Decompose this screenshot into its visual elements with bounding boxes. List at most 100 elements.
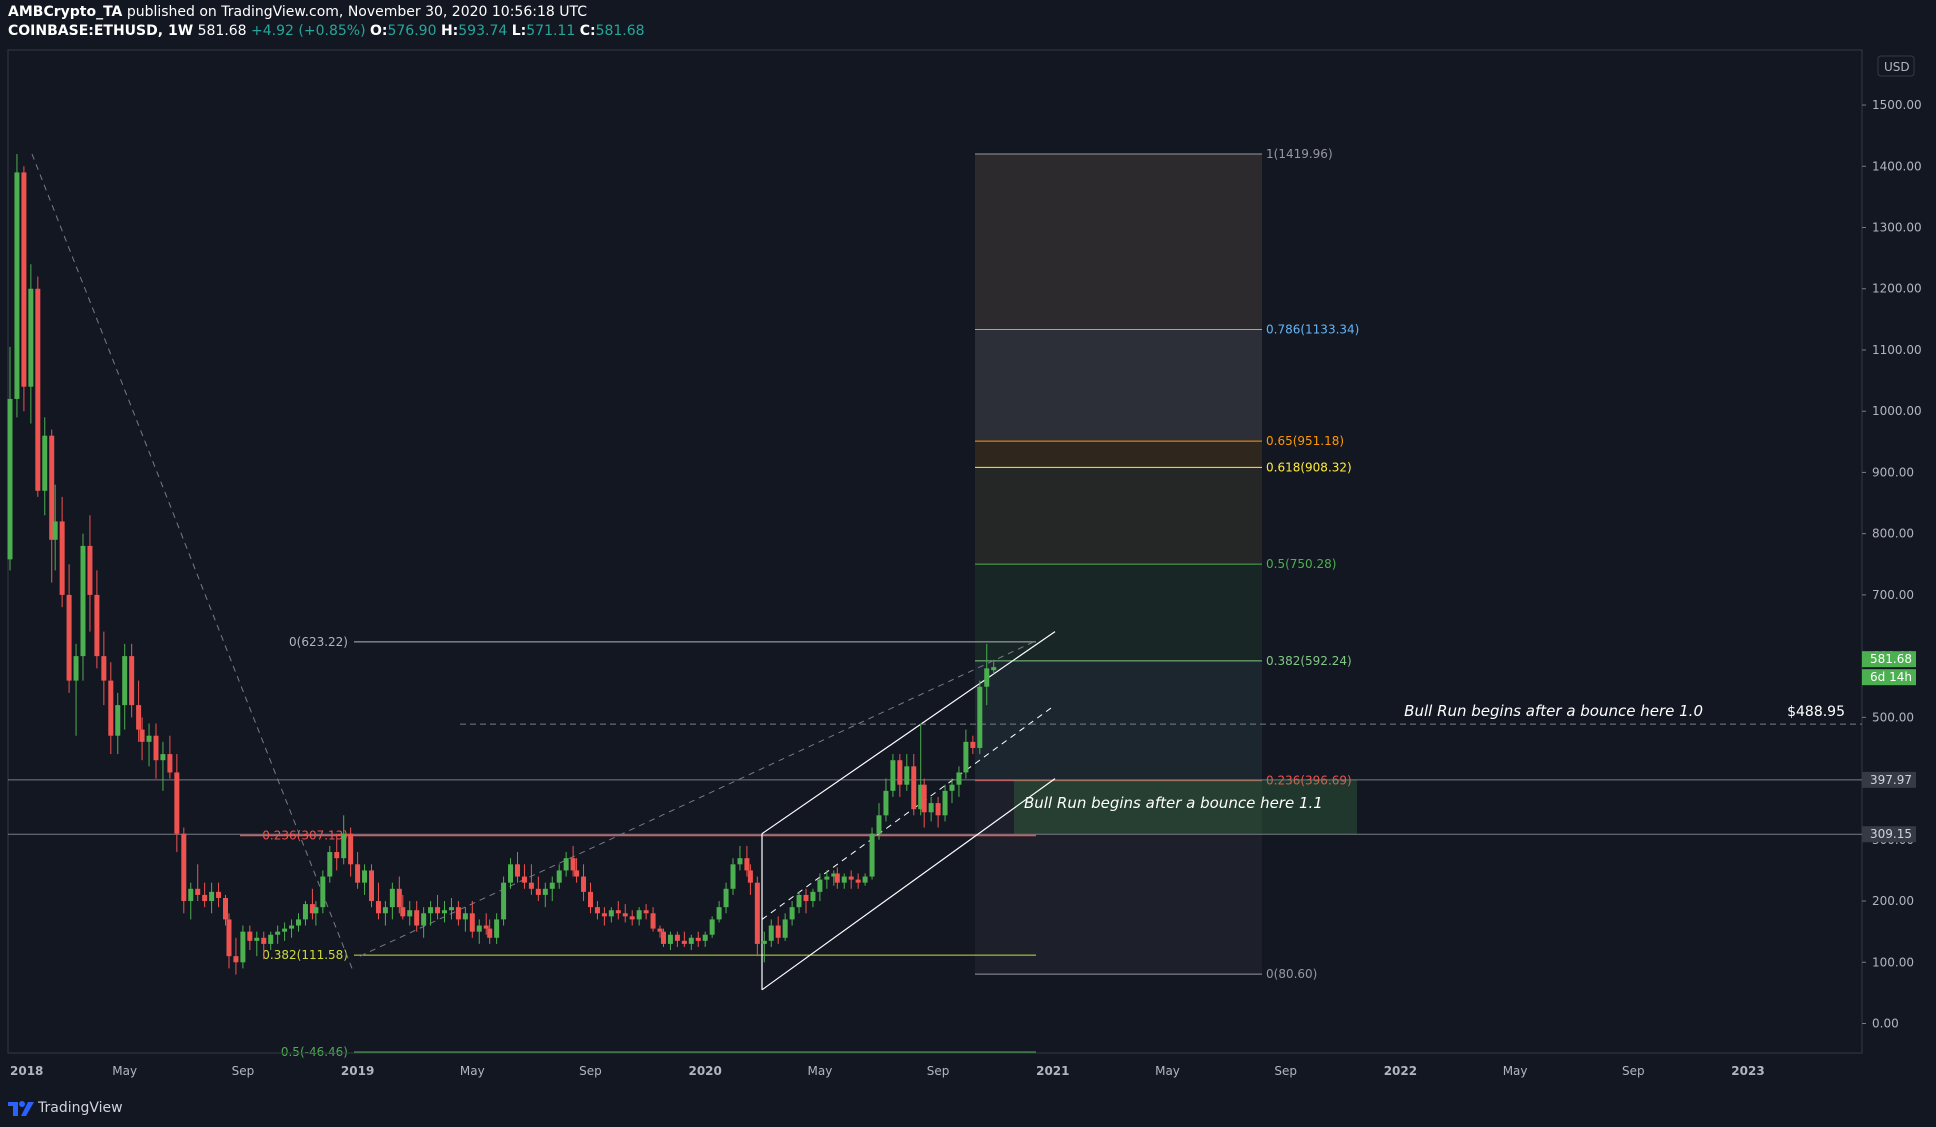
- x-tick-label: May: [808, 1064, 833, 1078]
- candle-body: [428, 907, 434, 914]
- candle-body: [970, 741, 976, 748]
- candle-body: [709, 919, 715, 935]
- bull-run-zone: [1014, 779, 1357, 835]
- x-tick-label: 2022: [1384, 1064, 1417, 1078]
- candle-body: [949, 784, 955, 791]
- last-price: 581.68: [197, 23, 247, 39]
- candle-body: [421, 913, 427, 926]
- candle-body: [167, 754, 173, 773]
- candle-body: [570, 858, 576, 871]
- candle-body: [146, 735, 152, 742]
- candle-body: [355, 864, 361, 883]
- low-value: 571.11: [526, 23, 576, 39]
- candle-body: [122, 656, 128, 706]
- y-tick-label: 1300.00: [1872, 221, 1922, 235]
- candle-body: [87, 545, 93, 595]
- candle-body: [59, 521, 65, 595]
- candle-body: [396, 888, 402, 908]
- candle-body: [601, 913, 607, 917]
- tradingview-brand[interactable]: TradingView: [38, 1100, 123, 1116]
- x-tick-label: 2018: [10, 1064, 43, 1078]
- open-label: O:: [369, 23, 388, 39]
- candle-body: [282, 928, 288, 932]
- x-tick-label: Sep: [1274, 1064, 1297, 1078]
- candle-body: [247, 931, 253, 941]
- candle-body: [549, 882, 555, 889]
- candle-body: [737, 858, 743, 865]
- fib-retracement-level-label: 0(623.22): [289, 635, 348, 649]
- candle-body: [7, 398, 13, 560]
- candle-body: [442, 910, 447, 914]
- annotation-bull-run-2: Bull Run begins after a bounce here 1.1: [1024, 794, 1323, 812]
- x-tick-label: 2023: [1731, 1064, 1764, 1078]
- candle-body: [942, 790, 948, 816]
- candle-body: [327, 852, 333, 877]
- fib-extension-band: [975, 329, 1262, 442]
- candle-body: [275, 931, 281, 935]
- y-tick-label: 700.00: [1872, 588, 1914, 602]
- channel-dashed-upper: [359, 640, 1037, 957]
- candle-body: [66, 594, 72, 681]
- candle-body: [268, 934, 274, 944]
- candle-body: [848, 876, 854, 880]
- candle-body: [28, 288, 34, 387]
- candle-body: [226, 919, 232, 957]
- candle-body: [136, 705, 142, 730]
- candle-body: [389, 888, 395, 908]
- candle-body: [160, 754, 166, 761]
- y-tick-label: 0.00: [1872, 1017, 1899, 1031]
- candle-body: [542, 888, 548, 895]
- candle-body: [476, 925, 482, 932]
- candle-body: [643, 910, 649, 914]
- candle-body: [14, 172, 20, 399]
- candle-body: [594, 907, 600, 914]
- candle-body: [94, 594, 100, 657]
- fib-extension-band: [975, 467, 1262, 565]
- candle-body: [115, 705, 121, 736]
- fib-extension-band: [975, 441, 1262, 468]
- candle-body: [309, 904, 315, 914]
- currency-badge[interactable]: [1877, 55, 1915, 77]
- candle-body: [782, 919, 788, 938]
- x-tick-label: Sep: [579, 1064, 602, 1078]
- candle-body: [636, 910, 642, 920]
- fib-extension-band: [975, 660, 1262, 781]
- candle-body: [80, 545, 86, 657]
- candle-body: [660, 931, 666, 944]
- candle-body: [921, 784, 927, 813]
- fib-retracement-level-label: 0.382(111.58): [262, 948, 348, 962]
- channel-upper-line: [761, 631, 1056, 835]
- candle-body: [991, 667, 997, 671]
- fib-extension-level-label: 0.65(951.18): [1266, 434, 1344, 448]
- candle-body: [508, 864, 514, 883]
- candle-body: [469, 913, 475, 932]
- candle-body: [674, 934, 680, 941]
- candle-body: [240, 931, 246, 963]
- x-tick-label: May: [112, 1064, 137, 1078]
- fib-extension-band: [975, 780, 1262, 975]
- candle-body: [716, 907, 722, 920]
- candle-body: [483, 925, 489, 929]
- fib-extension-level-label: 1(1419.96): [1266, 147, 1333, 161]
- x-tick-label: Sep: [232, 1064, 255, 1078]
- candle-body: [768, 925, 774, 941]
- candle-body: [928, 803, 934, 813]
- axis-price-309: 309.15: [1870, 827, 1912, 841]
- candle-body: [574, 870, 580, 877]
- candle-body: [855, 879, 861, 883]
- candle-body: [313, 907, 319, 914]
- candle-body: [369, 870, 375, 902]
- candle-body: [302, 904, 308, 920]
- candle-body: [935, 803, 941, 816]
- publisher-name[interactable]: AMBCrypto_TA: [8, 4, 123, 20]
- candle-body: [375, 901, 381, 914]
- fib-extension-level-label: 0.786(1133.34): [1266, 323, 1359, 337]
- y-tick-label: 900.00: [1872, 465, 1914, 479]
- candle-body: [73, 656, 79, 681]
- candle-body: [202, 894, 208, 902]
- symbol-label[interactable]: COINBASE:ETHUSD, 1W: [8, 23, 194, 39]
- candle-body: [657, 928, 663, 932]
- fib-extension-level-label: 0.382(592.24): [1266, 654, 1352, 668]
- candle-body: [153, 735, 159, 761]
